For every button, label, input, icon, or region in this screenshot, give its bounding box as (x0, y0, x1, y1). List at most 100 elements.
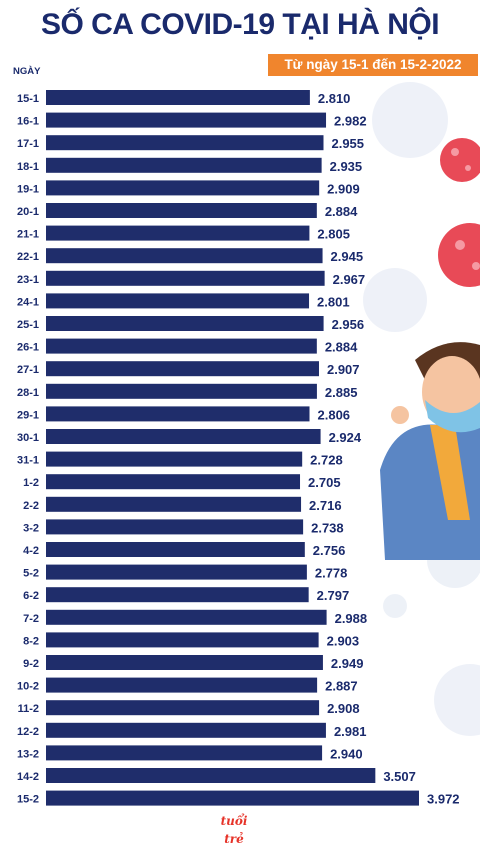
bar (46, 383, 317, 399)
category-label: 17-1 (17, 138, 39, 150)
bar (46, 338, 317, 354)
bar (46, 90, 310, 105)
value-label: 2.940 (330, 746, 363, 761)
value-label: 2.716 (309, 498, 342, 513)
value-label: 2.756 (313, 543, 346, 558)
tuoi-tre-logo: tuổi trẻ (220, 814, 248, 846)
category-label: 31-1 (17, 455, 39, 467)
bar (46, 519, 304, 535)
bar (46, 406, 310, 422)
bar (46, 203, 317, 218)
category-label: 2-2 (23, 500, 39, 512)
value-label: 2.988 (335, 611, 368, 626)
category-label: 23-1 (17, 274, 39, 286)
category-label: 9-2 (23, 658, 39, 670)
value-label: 2.945 (331, 249, 364, 264)
page-title: SỐ CA COVID-19 TẠI HÀ NỘI (40, 8, 440, 41)
category-label: 12-2 (17, 726, 39, 738)
category-label: 26-1 (17, 342, 39, 354)
category-label: 3-2 (23, 522, 39, 534)
category-label: 20-1 (17, 206, 39, 218)
bar (46, 542, 305, 557)
category-label: 11-2 (18, 703, 39, 715)
value-label: 2.728 (310, 453, 343, 468)
bar (46, 609, 327, 625)
bar (46, 112, 327, 128)
category-label: 1-2 (23, 477, 39, 489)
category-label: 28-1 (17, 387, 39, 399)
category-label: 21-1 (17, 229, 39, 241)
bar (46, 451, 303, 467)
category-label: 29-1 (17, 409, 39, 421)
bar (46, 248, 323, 264)
category-label: 5-2 (23, 568, 39, 580)
category-label: 16-1 (17, 116, 39, 128)
value-label: 2.884 (325, 340, 358, 355)
value-label: 2.806 (318, 407, 351, 422)
value-label: 3.507 (383, 769, 416, 784)
category-label: 7-2 (23, 613, 39, 625)
bar (46, 293, 310, 309)
category-label: 8-2 (23, 635, 39, 647)
value-label: 2.907 (327, 362, 360, 377)
bar (46, 225, 310, 241)
value-label: 2.885 (325, 385, 358, 400)
category-label: 14-2 (17, 771, 39, 783)
bar (46, 655, 323, 670)
category-label: 30-1 (17, 432, 39, 444)
value-label: 2.982 (334, 114, 367, 129)
bar (46, 474, 301, 490)
value-label: 2.967 (333, 272, 366, 287)
value-label: 2.908 (327, 701, 360, 716)
bar (46, 587, 309, 603)
bar (46, 768, 376, 783)
value-label: 2.981 (334, 724, 367, 739)
value-label: 2.778 (315, 566, 348, 581)
value-label: 2.955 (331, 136, 364, 151)
virus-icon (363, 82, 480, 736)
category-label: 13-2 (17, 748, 39, 760)
bar (46, 429, 321, 444)
value-label: 2.909 (327, 181, 360, 196)
y-axis-label: NGÀY (13, 66, 41, 77)
bar (46, 270, 325, 286)
bar (46, 632, 319, 648)
value-label: 2.949 (331, 656, 364, 671)
red-virus-icon (438, 138, 480, 287)
value-label: 2.935 (330, 159, 363, 174)
person-with-mask-illustration (380, 342, 480, 560)
bar (46, 745, 323, 761)
bar (46, 180, 320, 196)
value-label: 2.797 (317, 588, 350, 603)
value-label: 2.705 (308, 475, 341, 490)
category-label: 25-1 (17, 319, 39, 331)
category-label: 24-1 (17, 296, 39, 308)
value-label: 3.972 (427, 792, 460, 807)
bar (46, 496, 302, 512)
value-label: 2.738 (311, 520, 344, 535)
category-label: 19-1 (17, 183, 39, 195)
value-label: 2.805 (317, 227, 350, 242)
bar (46, 316, 324, 331)
category-label: 4-2 (23, 545, 39, 557)
value-label: 2.884 (325, 204, 358, 219)
bar (46, 790, 419, 806)
bar (46, 361, 319, 377)
bar (46, 677, 318, 693)
value-label: 2.887 (325, 679, 358, 694)
category-label: 15-2 (17, 794, 39, 806)
category-label: 6-2 (23, 590, 39, 602)
category-label: 27-1 (17, 364, 39, 376)
value-label: 2.903 (327, 633, 360, 648)
bar (46, 722, 326, 738)
category-label: 22-1 (17, 251, 39, 263)
value-label: 2.956 (332, 317, 365, 332)
bar (46, 135, 324, 151)
category-label: 15-1 (17, 93, 39, 105)
bar (46, 564, 307, 580)
bar (46, 157, 322, 173)
value-label: 2.801 (317, 294, 350, 309)
category-label: 10-2 (17, 681, 39, 693)
